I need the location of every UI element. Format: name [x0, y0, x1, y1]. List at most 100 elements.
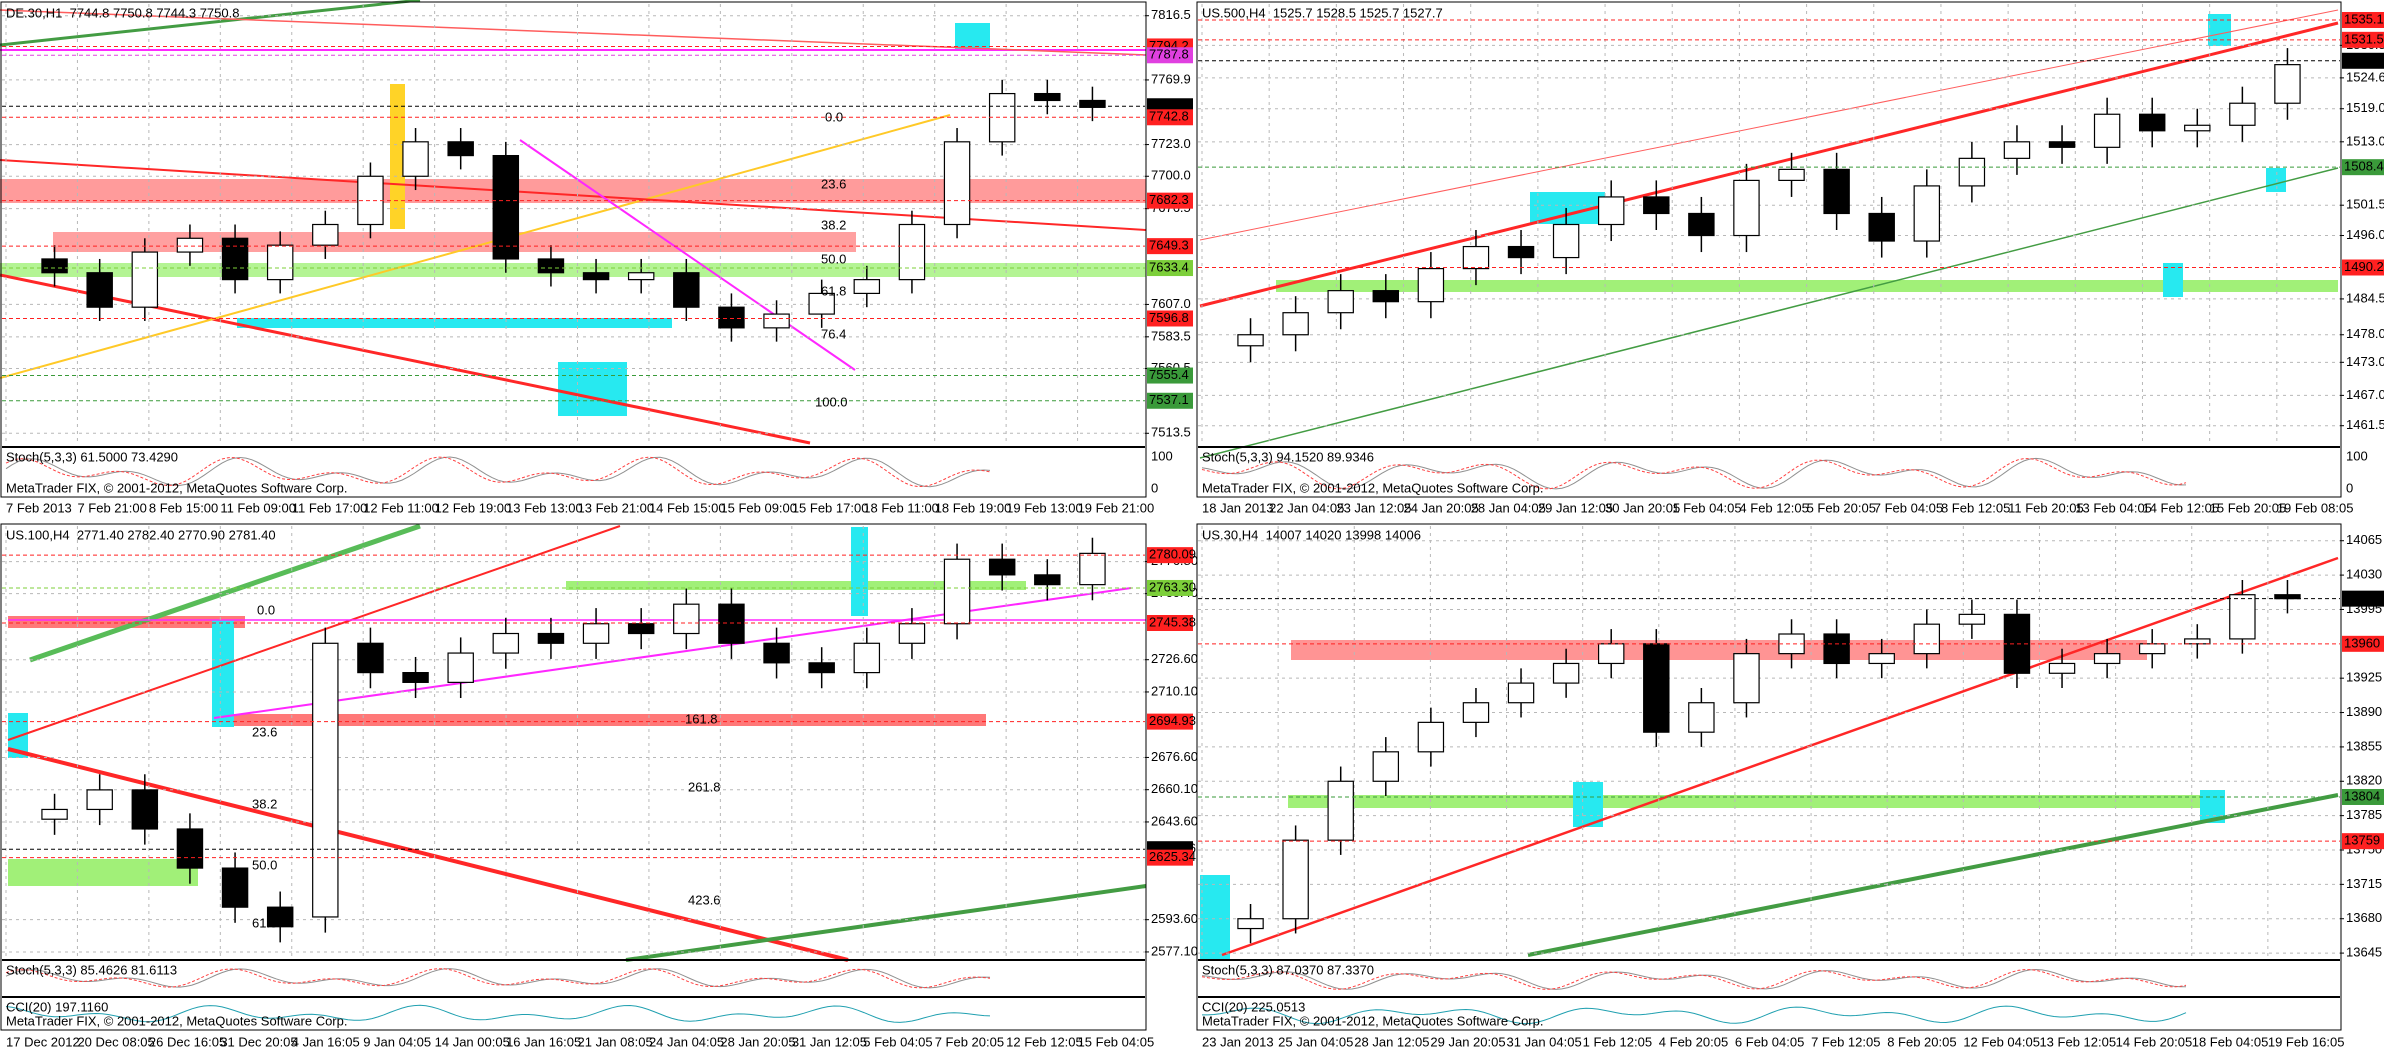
x-tick-label: 6 Feb 04:05 — [1735, 1034, 1804, 1049]
candle-body — [41, 808, 68, 820]
y-tick-label: 1496.0 — [2346, 227, 2384, 242]
trend-line — [1221, 556, 2339, 957]
x-tick-label: 28 Jan 20:05 — [720, 1034, 795, 1049]
y-tick-label: 7816.5 — [1151, 7, 1191, 22]
candle-body — [988, 558, 1016, 576]
candle-body — [1823, 633, 1850, 665]
level-tag — [1147, 367, 1193, 384]
x-tick-label: 15 Feb 09:00 — [720, 500, 797, 515]
candle-body — [943, 141, 971, 226]
indicator-label: Stoch(5,3,3) 85.4626 81.6113 — [6, 962, 177, 977]
trend-line — [7, 525, 621, 741]
level-tag — [1147, 310, 1193, 327]
candle-body — [312, 223, 339, 246]
trend-line — [1199, 9, 2339, 241]
candle-body — [2274, 594, 2301, 600]
candle-body — [1823, 168, 1850, 215]
indicator-line — [5, 456, 991, 488]
x-tick-label: 8 Feb 20:05 — [1887, 1034, 1956, 1049]
y-tick-label: 13855 — [2346, 738, 2382, 753]
candle-body — [943, 558, 971, 625]
y-tick-label: 2676.60 — [1151, 749, 1198, 764]
x-tick-label: 16 Jan 16:05 — [506, 1034, 581, 1049]
y-tick-label: 1467.0 — [2346, 387, 2384, 402]
x-tick-label: 8 Feb 15:00 — [149, 500, 218, 515]
fib-label: 38.2 — [252, 796, 277, 811]
candle-body — [537, 632, 565, 644]
candle-body — [1417, 721, 1445, 753]
fib-label: 100.0 — [815, 394, 848, 409]
candle-body — [1507, 682, 1535, 704]
level-tag — [2342, 159, 2384, 176]
y-tick-label: 13680 — [2346, 910, 2382, 925]
candle-body — [1643, 196, 1670, 215]
zone — [1200, 875, 1230, 960]
candle-body — [2093, 653, 2121, 665]
level-tag — [1147, 547, 1193, 564]
candle-body — [1778, 633, 1805, 655]
trend-line — [213, 587, 1132, 719]
x-tick-label: 31 Dec 20:05 — [220, 1034, 297, 1049]
copyright: MetaTrader FIX, © 2001-2012, MetaQuotes … — [6, 480, 347, 495]
chart-header: US.100,H4 2771.40 2782.40 2770.90 2781.4… — [6, 527, 276, 542]
x-tick-label: 30 Jan 20:05 — [1605, 500, 1680, 515]
level-tag — [2342, 11, 2384, 28]
x-tick-label: 19 Feb 21:00 — [1078, 500, 1155, 515]
indicator-line — [1201, 458, 2187, 490]
candle-body — [898, 623, 926, 644]
chart-header: DE.30,H1 7744.8 7750.8 7744.3 7750.8 — [6, 5, 239, 20]
candle-body — [1688, 702, 1715, 733]
x-tick-label: 7 Feb 20:05 — [935, 1034, 1004, 1049]
candle-body — [266, 906, 294, 928]
candle-body — [763, 313, 790, 329]
level-tag — [1147, 849, 1193, 866]
fib-label: 50.0 — [252, 857, 277, 872]
candle-body — [673, 272, 700, 308]
chart-header: US.30,H4 14007 14020 13998 14006 — [1202, 527, 1421, 542]
level-tag — [1147, 47, 1193, 64]
fib-label: 161.8 — [685, 711, 718, 726]
fib-label: 50.0 — [821, 251, 846, 266]
x-tick-label: 4 Feb 12:05 — [1739, 500, 1808, 515]
level-label: 7537.1 — [1149, 392, 1189, 407]
y-tick-label: 1461.5 — [2346, 417, 2384, 432]
x-tick-label: 5 Feb 20:05 — [1807, 500, 1876, 515]
fib-label: 0.0 — [257, 602, 275, 617]
zone — [851, 527, 868, 616]
y-tick-label: 14065 — [2346, 532, 2382, 547]
x-tick-label: 4 Feb 20:05 — [1659, 1034, 1728, 1049]
x-tick-label: 18 Feb 11:00 — [863, 500, 939, 515]
zone — [2266, 168, 2286, 192]
candle-body — [1868, 653, 1895, 665]
x-tick-label: 29 Jan 20:05 — [1430, 1034, 1505, 1049]
candle-body — [1733, 179, 1760, 237]
indicator-line — [1201, 457, 2187, 490]
trend-line — [7, 747, 849, 962]
x-tick-label: 19 Feb 16:05 — [2268, 1034, 2345, 1049]
level-tag — [1147, 260, 1193, 277]
x-tick-label: 18 Feb 04:05 — [2192, 1034, 2269, 1049]
x-tick-label: 15 Feb 20:05 — [2210, 500, 2287, 515]
candle-body — [673, 603, 700, 635]
level-label: 1508.4 — [2344, 159, 2384, 174]
y-tick-label: 7583.5 — [1151, 328, 1191, 343]
zone — [8, 859, 198, 886]
candle-body — [357, 642, 384, 674]
x-tick-label: 8 Feb 12:05 — [1941, 500, 2010, 515]
x-tick-label: 19 Feb 13:00 — [1006, 500, 1083, 515]
x-tick-label: 26 Dec 16:05 — [149, 1034, 226, 1049]
x-tick-label: 4 Jan 16:05 — [292, 1034, 360, 1049]
candle-body — [86, 789, 113, 811]
y-tick-label: 1524.6 — [2346, 69, 2384, 84]
indicator-label: CCI(20) 197.1160 — [6, 999, 108, 1014]
level-label: 13804 — [2344, 788, 2380, 803]
trend-line — [625, 884, 1147, 962]
level-label: 7596.8 — [1149, 310, 1189, 325]
x-tick-label: 18 Feb 19:00 — [935, 500, 1012, 515]
panel-frame — [1196, 523, 2342, 1031]
candle-body — [176, 237, 204, 253]
x-tick-label: 13 Feb 04:05 — [2075, 500, 2152, 515]
indicator-line — [1201, 968, 2187, 990]
x-tick-label: 11 Feb 09:00 — [220, 500, 296, 515]
x-tick-label: 22 Jan 04:05 — [1269, 500, 1344, 515]
